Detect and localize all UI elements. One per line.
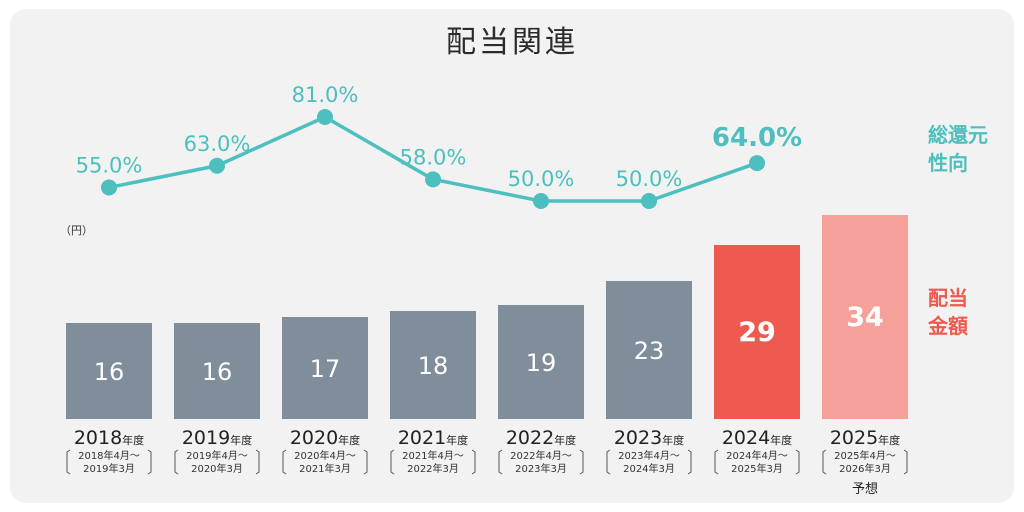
legend-payout-line1: 総還元	[928, 123, 988, 147]
year-label: 2020年度	[290, 427, 360, 449]
bar-value-label: 16	[94, 358, 125, 386]
legend-dividend-line1: 配当	[928, 286, 968, 310]
payout-point-2020	[317, 109, 333, 125]
period-start-label: 2020年4月～	[294, 449, 356, 462]
bar-2019	[174, 323, 260, 419]
period-bracket-right	[579, 449, 584, 475]
period-bracket-left	[66, 449, 71, 475]
period-end-label: 2020年3月	[191, 462, 243, 475]
period-bracket-right	[687, 449, 692, 475]
bar-2018	[66, 323, 152, 419]
period-bracket-left	[822, 449, 827, 475]
payout-point-2023	[641, 193, 657, 209]
period-bracket-right	[471, 449, 476, 475]
period-bracket-right	[147, 449, 152, 475]
bar-2021	[390, 311, 476, 419]
year-label: 2022年度	[506, 427, 576, 449]
payout-value-label: 55.0%	[76, 153, 143, 177]
year-label: 2018年度	[74, 427, 144, 449]
bar-value-label: 19	[526, 349, 557, 377]
period-bracket-left	[174, 449, 179, 475]
bar-2020	[282, 317, 368, 419]
forecast-label: 予想	[852, 481, 878, 497]
period-bracket-left	[714, 449, 719, 475]
payout-point-2019	[209, 157, 225, 174]
legend-payout-line2: 性向	[928, 151, 968, 175]
period-bracket-left	[498, 449, 503, 475]
period-bracket-left	[390, 449, 395, 475]
year-label: 2021年度	[398, 427, 468, 449]
period-end-label: 2025年3月	[731, 462, 783, 475]
payout-point-2022	[533, 193, 549, 209]
period-bracket-right	[795, 449, 800, 475]
period-end-label: 2019年3月	[83, 462, 135, 475]
year-label: 2019年度	[182, 427, 252, 449]
bar-value-label: 18	[418, 352, 449, 380]
payout-value-label: 64.0%	[712, 123, 802, 153]
bar-value-label: 34	[846, 302, 884, 333]
payout-value-label: 50.0%	[616, 167, 683, 191]
unit-label: （円）	[60, 224, 93, 237]
bar-2023	[606, 281, 692, 419]
payout-value-label: 63.0%	[184, 132, 251, 156]
year-label: 2024年度	[722, 427, 792, 449]
period-start-label: 2024年4月～	[726, 449, 788, 462]
period-end-label: 2026年3月	[839, 462, 891, 475]
period-start-label: 2023年4月～	[618, 449, 680, 462]
payout-point-2024	[749, 155, 765, 172]
period-start-label: 2021年4月～	[402, 449, 464, 462]
period-bracket-right	[363, 449, 368, 475]
payout-value-label: 58.0%	[400, 145, 467, 169]
bar-value-label: 23	[634, 337, 665, 365]
period-start-label: 2025年4月～	[834, 449, 896, 462]
period-end-label: 2023年3月	[515, 462, 567, 475]
payout-value-label: 81.0%	[292, 83, 359, 107]
bar-value-label: 16	[202, 358, 233, 386]
period-bracket-right	[255, 449, 260, 475]
bars-layer: 162018年度2018年4月～2019年3月162019年度2019年4月～2…	[66, 215, 908, 497]
chart-title: 配当関連	[446, 25, 578, 60]
bar-value-label: 17	[310, 355, 341, 383]
payout-value-label: 50.0%	[508, 167, 575, 191]
bar-2025	[822, 215, 908, 419]
bar-value-label: 29	[738, 317, 776, 348]
payout-point-2021	[425, 171, 441, 188]
legend-dividend-line2: 金額	[927, 314, 968, 338]
period-end-label: 2024年3月	[623, 462, 675, 475]
period-start-label: 2022年4月～	[510, 449, 572, 462]
period-end-label: 2022年3月	[407, 462, 459, 475]
period-start-label: 2018年4月～	[78, 449, 140, 462]
period-start-label: 2019年4月～	[186, 449, 248, 462]
period-bracket-right	[903, 449, 908, 475]
bar-2024	[714, 245, 800, 419]
period-bracket-left	[282, 449, 287, 475]
year-label: 2023年度	[614, 427, 684, 449]
period-end-label: 2021年3月	[299, 462, 351, 475]
payout-point-2018	[101, 179, 117, 196]
period-bracket-left	[606, 449, 611, 475]
line-layer: 55.0% 63.0% 81.0% 58.0% 50.0% 50.0% 64.0%	[76, 83, 802, 209]
bar-2022	[498, 305, 584, 419]
year-label: 2025年度	[830, 427, 900, 449]
